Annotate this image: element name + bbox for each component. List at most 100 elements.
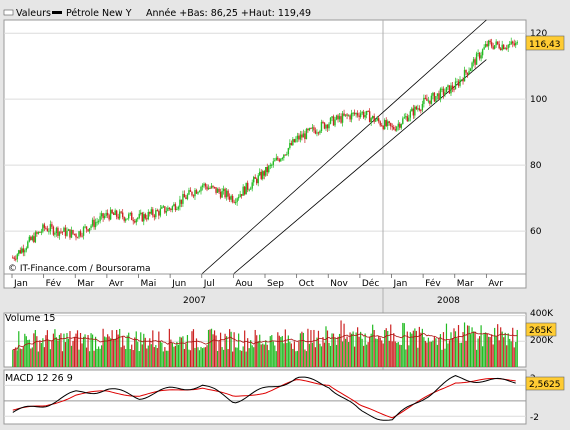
volume-bar bbox=[186, 335, 189, 367]
volume-bar bbox=[90, 333, 92, 367]
price-candles bbox=[12, 37, 518, 263]
volume-bar bbox=[313, 329, 315, 367]
volume-bar bbox=[164, 347, 166, 367]
candle-body bbox=[146, 218, 148, 220]
candle-body bbox=[180, 199, 183, 204]
volume-bar bbox=[93, 350, 95, 367]
volume-bar bbox=[504, 332, 506, 367]
candle-body bbox=[489, 40, 491, 43]
candle-body bbox=[331, 116, 333, 118]
volume-bar bbox=[99, 348, 101, 367]
candle-body bbox=[262, 171, 264, 179]
candle-body bbox=[408, 117, 410, 122]
volume-bar bbox=[492, 344, 494, 367]
candle-body bbox=[307, 128, 309, 131]
candle-body bbox=[412, 108, 415, 116]
candle-body bbox=[159, 208, 162, 216]
volume-bar bbox=[250, 340, 252, 367]
volume-bar bbox=[277, 332, 279, 367]
candle-body bbox=[498, 44, 500, 49]
volume-bar bbox=[334, 337, 336, 367]
volume-bar bbox=[465, 340, 467, 367]
candle-body bbox=[52, 226, 55, 235]
volume-bar bbox=[134, 337, 136, 367]
candle-body bbox=[78, 231, 80, 238]
volume-bar bbox=[170, 339, 172, 367]
volume-last-value: 265K bbox=[529, 326, 553, 336]
volume-bar bbox=[52, 333, 55, 367]
volume-bar bbox=[329, 345, 332, 367]
volume-bar bbox=[195, 338, 198, 367]
macd-plot-area bbox=[3, 369, 527, 425]
volume-bar bbox=[497, 324, 499, 367]
candle-body bbox=[406, 116, 409, 122]
volume-bar bbox=[457, 325, 460, 367]
volume-bar bbox=[45, 335, 47, 367]
candle-body bbox=[334, 119, 336, 126]
volume-bar bbox=[280, 337, 282, 367]
candle-body bbox=[368, 111, 371, 123]
candle-body bbox=[439, 88, 442, 100]
volume-bar bbox=[271, 335, 273, 367]
macd-last-badge bbox=[525, 376, 565, 391]
candle-body bbox=[385, 120, 387, 126]
volume-bar bbox=[402, 322, 404, 367]
volume-bar bbox=[51, 340, 53, 367]
candle-body bbox=[274, 160, 276, 162]
x-axis-month-label: Mar bbox=[457, 279, 474, 289]
volume-bar bbox=[174, 345, 176, 367]
candle-body bbox=[168, 207, 171, 209]
candle-body bbox=[433, 92, 436, 102]
volume-bar bbox=[442, 332, 445, 367]
x-axis-month-label: Sep bbox=[267, 279, 284, 289]
volume-bar bbox=[120, 347, 122, 367]
candle-body bbox=[219, 191, 222, 198]
candle-body bbox=[79, 231, 82, 236]
volume-bar bbox=[203, 347, 205, 367]
candle-body bbox=[147, 212, 149, 220]
volume-bar bbox=[251, 345, 253, 367]
volume-bar bbox=[235, 347, 237, 367]
values-menu-icon[interactable] bbox=[3, 9, 14, 16]
volume-bar bbox=[162, 351, 164, 367]
candle-body bbox=[271, 164, 273, 166]
candle-body bbox=[195, 190, 198, 194]
candle-body bbox=[96, 221, 98, 223]
volume-bar bbox=[241, 350, 243, 367]
volume-bar bbox=[36, 336, 38, 367]
values-label[interactable]: Valeurs bbox=[16, 8, 51, 19]
volume-bar bbox=[483, 332, 485, 367]
candle-body bbox=[246, 182, 249, 190]
volume-bar bbox=[325, 326, 327, 367]
candle-body bbox=[302, 133, 305, 138]
volume-bar bbox=[515, 341, 517, 367]
candle-body bbox=[131, 212, 133, 221]
volume-bar bbox=[64, 342, 67, 367]
candle-body bbox=[58, 231, 61, 236]
volume-bar bbox=[299, 333, 301, 367]
volume-bar bbox=[376, 338, 378, 367]
volume-bar bbox=[269, 336, 271, 367]
volume-bar bbox=[295, 351, 297, 367]
candle-body bbox=[313, 127, 315, 131]
candle-body bbox=[260, 171, 262, 179]
candle-body bbox=[237, 197, 240, 199]
volume-bar bbox=[24, 333, 26, 367]
candle-body bbox=[188, 190, 190, 195]
candle-body bbox=[75, 234, 77, 238]
volume-bar bbox=[451, 338, 454, 367]
candle-body bbox=[356, 113, 359, 116]
candle-body bbox=[70, 229, 73, 238]
volume-bar bbox=[239, 350, 241, 367]
volume-bar bbox=[146, 348, 148, 367]
candle-body bbox=[69, 229, 71, 238]
candle-body bbox=[240, 194, 243, 196]
volume-bar bbox=[439, 334, 442, 367]
volume-bar bbox=[331, 333, 333, 367]
candle-body bbox=[451, 85, 454, 90]
volume-bar bbox=[396, 342, 398, 367]
volume-bar bbox=[242, 346, 244, 367]
volume-bar bbox=[227, 349, 229, 367]
candle-body bbox=[438, 93, 440, 100]
candle-body bbox=[76, 237, 79, 239]
